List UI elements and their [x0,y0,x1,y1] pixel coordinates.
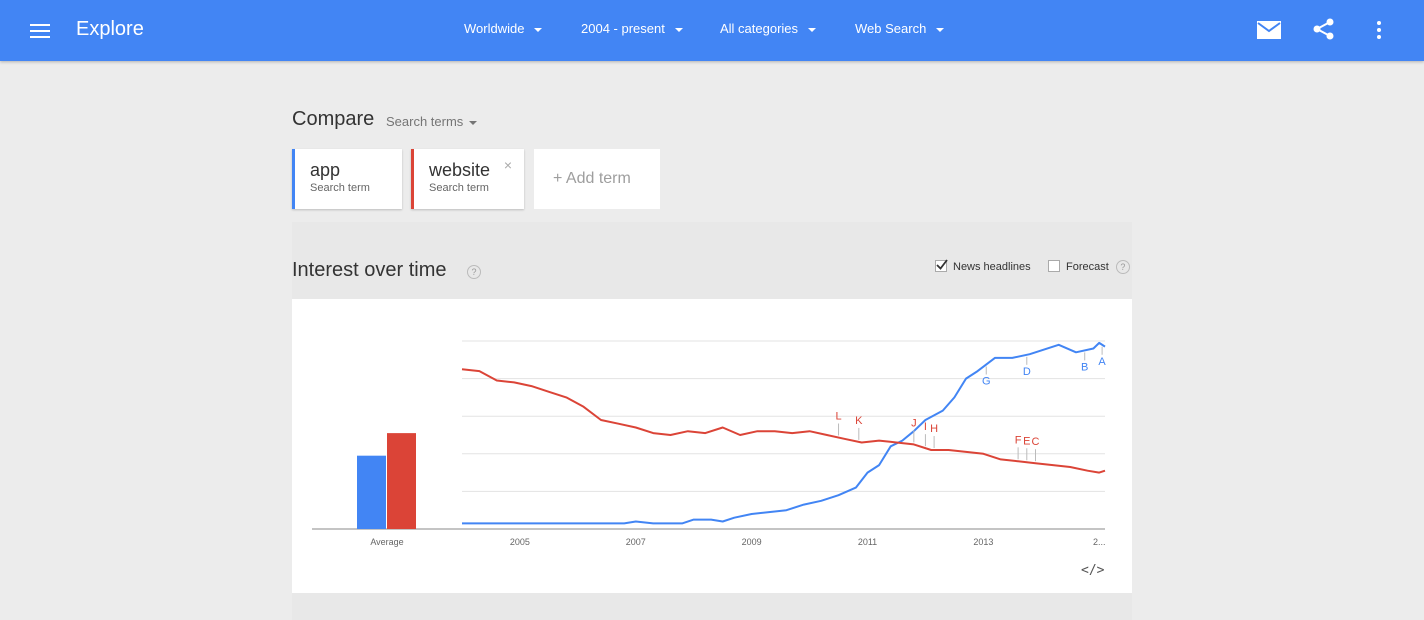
filter-location-label: Worldwide [464,21,525,36]
embed-code-icon[interactable]: </> [1081,563,1105,578]
average-bar-app [357,455,386,529]
term-name: website [429,160,491,180]
annotation-label: G [982,376,991,388]
annotation-label: K [855,415,863,427]
section-title: Interest over time [292,259,447,281]
x-tick-label: 2013 [973,537,993,547]
x-tick-label: 2007 [626,537,646,547]
term-card-website[interactable]: website Search term × [411,149,524,209]
series-line-website [461,368,1106,474]
forecast-toggle[interactable]: Forecast ? [1048,260,1130,274]
annotation-label: E [1023,435,1030,447]
more-vert-icon[interactable] [1366,17,1392,43]
filter-time-label: 2004 - present [581,21,665,36]
top-app-bar: Explore Worldwide 2004 - present All cat… [0,0,1424,61]
app-title: Explore [76,18,144,40]
compare-title: Compare [292,108,375,130]
add-term-button[interactable]: + Add term [534,149,660,209]
annotation-label: A [1098,356,1106,368]
filter-location[interactable]: Worldwide [464,21,543,36]
filter-category-label: All categories [720,21,799,36]
checkbox-checked-icon[interactable] [935,259,948,272]
term-type: Search term [310,182,370,194]
forecast-label: Forecast [1066,261,1109,273]
filter-search-type[interactable]: Web Search [855,21,945,36]
term-color-bar [411,149,414,209]
interest-chart: Average 2005 2007 2009 2011 2013 2... AB D G L K J I H… [312,340,1106,547]
annotation-label: F [1015,434,1022,446]
annotation-label: J [911,417,917,429]
annotation-label: H [930,423,938,435]
help-icon[interactable]: ? [467,265,481,279]
annotation-label: C [1032,436,1040,448]
annotation-label: L [835,411,841,423]
annotation-label: I [924,421,927,433]
help-icon[interactable]: ? [1115,260,1130,274]
term-type: Search term [429,182,489,194]
annotation-label: D [1023,366,1031,378]
x-tick-label: 2011 [858,537,877,547]
term-color-bar [292,149,295,209]
remove-term-icon[interactable]: × [503,157,512,173]
news-headlines-toggle[interactable]: News headlines [935,259,1031,273]
compare-mode-label: Search terms [386,114,464,129]
chart-card: Average 2005 2007 2009 2011 2013 2... A B D G L K J I H… [292,299,1132,593]
add-term-label: + Add term [553,170,631,187]
term-card-app[interactable]: app Search term [292,149,402,209]
filter-search-type-label: Web Search [855,21,927,36]
mail-icon[interactable] [1256,17,1282,43]
filter-category[interactable]: All categories [720,21,817,36]
share-icon[interactable] [1311,17,1337,43]
average-bar-website [387,433,416,529]
menu-icon[interactable] [30,24,50,38]
x-tick-label: 2009 [742,537,762,547]
chevron-down-icon [674,27,683,32]
chevron-down-icon [808,27,817,32]
series-line-app [462,341,1106,525]
average-label: Average [370,537,403,547]
checkbox-icon[interactable] [1048,260,1060,272]
x-tick-label: 2... [1093,537,1106,547]
compare-mode-dropdown[interactable]: Search terms [386,114,478,129]
news-headlines-label: News headlines [953,261,1031,273]
chevron-down-icon [936,27,945,32]
filter-time-range[interactable]: 2004 - present [581,21,683,36]
term-name: app [310,160,341,180]
chevron-down-icon [469,120,478,125]
chevron-down-icon [534,27,543,32]
x-tick-label: 2005 [510,537,530,547]
annotation-label: B [1081,361,1088,373]
